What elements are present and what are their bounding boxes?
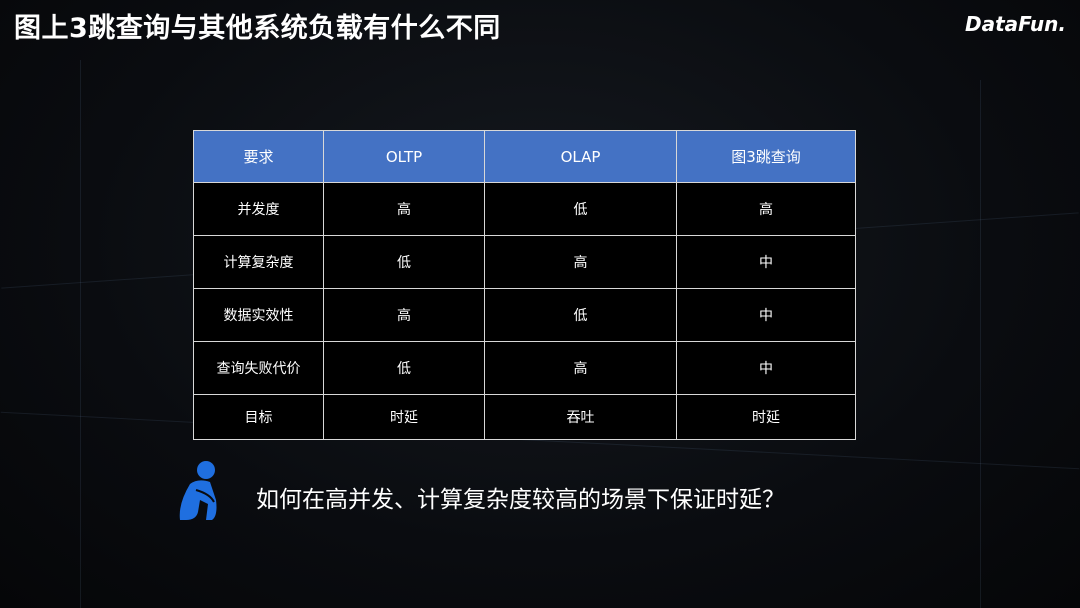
cell: 时延	[676, 394, 856, 440]
header-cell: OLAP	[484, 130, 677, 183]
cell: 时延	[323, 394, 485, 440]
background-line	[980, 80, 981, 608]
key-question: 如何在高并发、计算复杂度较高的场景下保证时延？	[256, 487, 785, 513]
header-cell: 图3跳查询	[676, 130, 856, 183]
thinking-person-icon	[179, 461, 217, 520]
cell: 计算复杂度	[193, 235, 324, 289]
cell: 中	[676, 288, 856, 342]
cell: 高	[323, 288, 485, 342]
table-row: 计算复杂度 低 高 中	[193, 235, 856, 289]
cell: 目标	[193, 394, 324, 440]
cell: 低	[484, 182, 677, 236]
table-row: 并发度 高 低 高	[193, 182, 856, 236]
cell: 数据实效性	[193, 288, 324, 342]
table-row: 数据实效性 高 低 中	[193, 288, 856, 342]
cell: 低	[484, 288, 677, 342]
cell: 并发度	[193, 182, 324, 236]
table-row: 查询失败代价 低 高 中	[193, 341, 856, 395]
cell: 低	[323, 341, 485, 395]
cell: 高	[323, 182, 485, 236]
cell: 高	[484, 235, 677, 289]
cell: 中	[676, 341, 856, 395]
cell: 中	[676, 235, 856, 289]
datafun-logo: DataFun.	[965, 12, 1066, 36]
slide-title: 图上3跳查询与其他系统负载有什么不同	[14, 13, 501, 44]
background-line	[80, 60, 81, 608]
cell: 低	[323, 235, 485, 289]
table-header-row: 要求 OLTP OLAP 图3跳查询	[193, 130, 856, 183]
cell: 吞吐	[484, 394, 677, 440]
cell: 高	[484, 341, 677, 395]
table-row: 目标 时延 吞吐 时延	[193, 394, 856, 440]
header-cell: OLTP	[323, 130, 485, 183]
header-cell: 要求	[193, 130, 324, 183]
cell: 查询失败代价	[193, 341, 324, 395]
cell: 高	[676, 182, 856, 236]
comparison-table: 要求 OLTP OLAP 图3跳查询 并发度 高 低 高 计算复杂度 低 高 中…	[193, 130, 856, 440]
